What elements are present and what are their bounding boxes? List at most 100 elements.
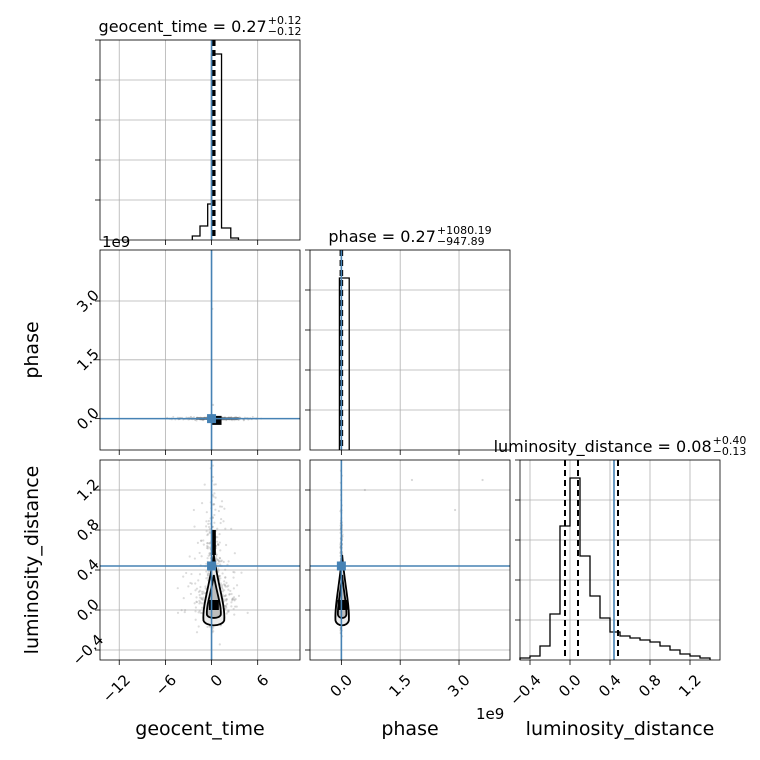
sample-point xyxy=(198,589,202,592)
sample-point xyxy=(220,559,223,562)
title-lower-error: −0.13 xyxy=(713,445,747,458)
sample-point xyxy=(225,606,228,609)
sample-point xyxy=(222,560,225,563)
density-peak xyxy=(211,415,222,425)
sample-point xyxy=(193,525,196,528)
sample-point xyxy=(213,521,216,524)
sample-point xyxy=(218,643,221,646)
sample-point xyxy=(251,415,254,418)
sample-point xyxy=(195,631,199,634)
y-tick-label: 0.0 xyxy=(73,404,103,434)
sample-point xyxy=(190,572,193,576)
xlabel-phase: phase xyxy=(381,718,438,740)
title-lower-error: −947.89 xyxy=(437,235,485,248)
sample-point xyxy=(217,567,220,570)
sample-point xyxy=(231,419,234,422)
sample-point xyxy=(206,574,210,577)
sample-point xyxy=(172,415,175,418)
sample-point xyxy=(232,596,236,599)
sample-point xyxy=(229,589,232,593)
sample-point xyxy=(200,590,203,593)
sample-point xyxy=(197,625,200,628)
sample-point xyxy=(224,576,227,579)
sample-point xyxy=(207,522,210,525)
sample-point xyxy=(187,585,190,588)
sample-point xyxy=(205,577,208,580)
sample-point xyxy=(230,527,233,531)
sample-point xyxy=(230,592,233,596)
sample-point xyxy=(188,555,191,558)
sample-point xyxy=(194,582,197,585)
sample-point xyxy=(227,610,230,613)
sample-point xyxy=(194,589,197,592)
sample-point xyxy=(193,557,196,560)
sample-point xyxy=(227,609,230,612)
outlier-point xyxy=(410,478,414,482)
sample-point xyxy=(232,607,235,611)
density-peak xyxy=(208,600,219,610)
sample-point xyxy=(233,605,237,608)
x-tick-label: 1.5 xyxy=(385,671,415,701)
sample-point xyxy=(207,525,211,529)
sample-point xyxy=(222,583,226,586)
axes-frame-r2c0 xyxy=(99,459,301,661)
sample-point xyxy=(230,416,233,419)
sample-point xyxy=(199,539,203,542)
sample-point xyxy=(205,570,208,573)
sample-point xyxy=(224,576,227,579)
sample-point xyxy=(200,539,203,542)
sample-point xyxy=(190,582,193,585)
sample-point xyxy=(220,505,224,508)
y-tick-label: 0.8 xyxy=(73,515,103,545)
sample-point xyxy=(215,540,219,543)
y-tick-label: 1.5 xyxy=(73,345,103,375)
sample-point xyxy=(230,601,233,604)
histogram-step xyxy=(519,477,711,660)
sample-point xyxy=(212,503,215,506)
ticks-r2c0 xyxy=(95,489,259,665)
sample-point xyxy=(216,558,220,562)
sample-point xyxy=(225,612,228,615)
title-upper-error: +1080.19 xyxy=(437,224,492,237)
sample-point xyxy=(180,608,183,612)
sample-point xyxy=(208,531,211,535)
y-tick-label: 0.4 xyxy=(73,555,103,585)
sample-point xyxy=(218,560,221,563)
sample-point xyxy=(214,483,217,486)
sample-point xyxy=(195,419,198,422)
sample-point xyxy=(225,597,228,601)
axes-frame-r1c0 xyxy=(99,249,301,451)
sample-point xyxy=(215,558,219,561)
y-tick-label: 3.0 xyxy=(73,286,103,316)
xtick-labels-luminosity_distance: −0.4 0.0 0.4 0.8 1.2 xyxy=(506,671,704,709)
sample-point xyxy=(207,519,210,523)
sample-point xyxy=(218,563,222,566)
sample-point xyxy=(228,593,231,596)
sample-point xyxy=(184,609,187,612)
sample-point xyxy=(226,585,229,588)
truth-marker xyxy=(207,414,217,424)
sample-point xyxy=(223,580,226,583)
ticks-r2c1 xyxy=(305,489,460,665)
sample-point xyxy=(226,602,229,606)
sample-point xyxy=(222,595,225,598)
outlier-point xyxy=(453,508,457,512)
sample-point xyxy=(206,533,209,537)
title-main: luminosity_distance = 0.08 xyxy=(494,437,712,457)
sample-point xyxy=(233,598,236,601)
sample-point xyxy=(207,576,210,579)
sample-point xyxy=(218,557,222,560)
sample-point xyxy=(225,598,229,601)
truth-phase-luminosity_distance xyxy=(310,460,510,660)
sample-point xyxy=(205,546,209,550)
sample-point xyxy=(198,609,201,613)
sample-point xyxy=(201,598,204,601)
sample-point xyxy=(205,520,208,523)
histogram-geocent_time xyxy=(191,40,240,240)
x-tick-label: −6 xyxy=(152,671,180,699)
sample-point xyxy=(193,416,196,419)
sample-point xyxy=(208,625,211,628)
sample-point xyxy=(208,541,211,545)
sample-point xyxy=(209,553,212,557)
sample-point xyxy=(199,601,202,604)
